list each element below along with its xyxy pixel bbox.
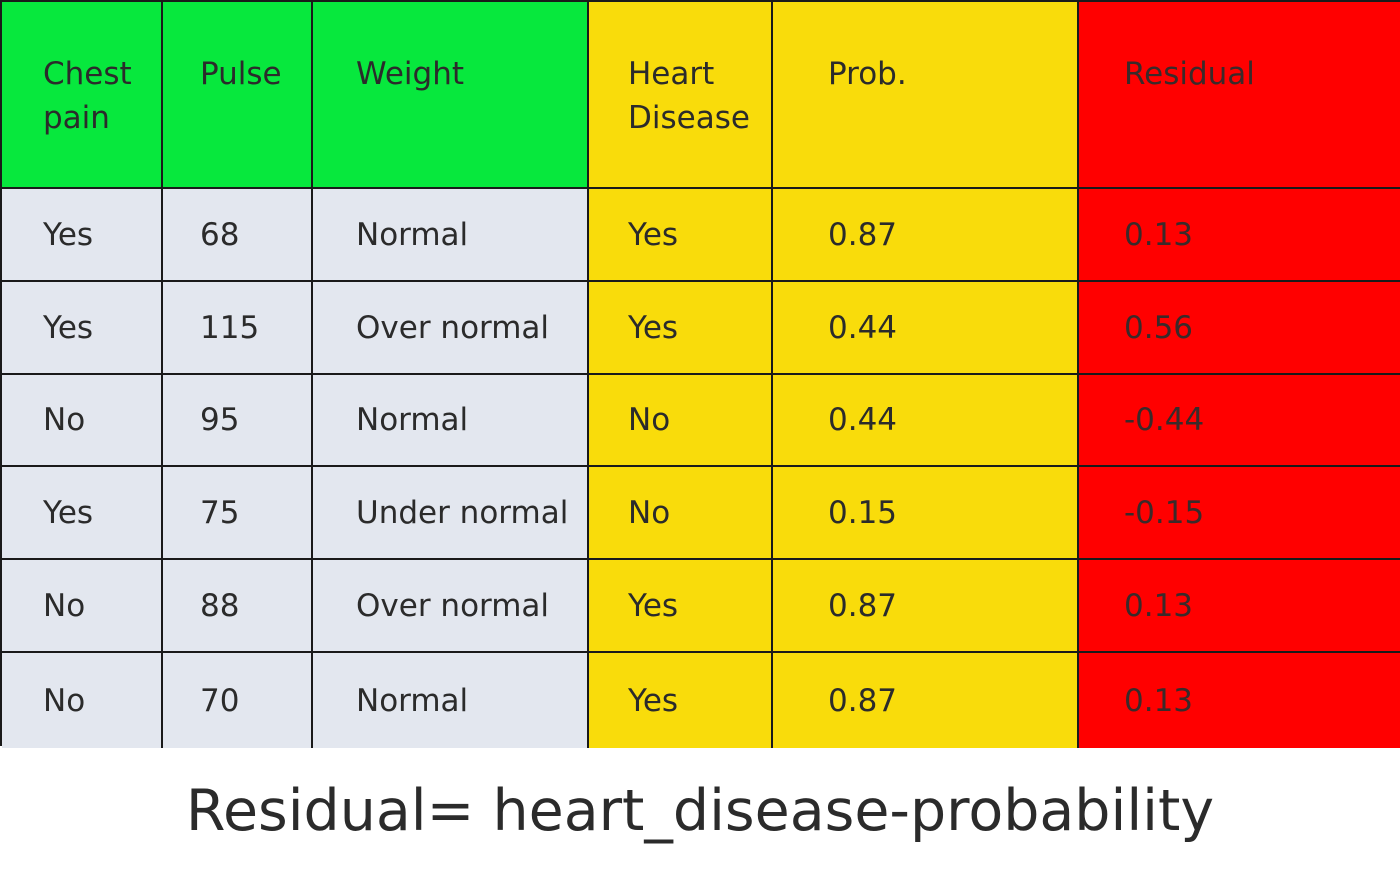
cell-weight: Under normal xyxy=(313,467,589,560)
cell-prob: 0.44 xyxy=(773,375,1079,467)
header-prob: Prob. xyxy=(773,2,1079,189)
cell-weight: Over normal xyxy=(313,560,589,653)
header-residual: Residual xyxy=(1079,2,1400,189)
header-weight: Weight xyxy=(313,2,589,189)
header-text: Disease xyxy=(628,100,750,136)
cell-prob: 0.44 xyxy=(773,282,1079,375)
cell-chest-pain: No xyxy=(2,653,163,748)
cell-weight: Normal xyxy=(313,653,589,748)
header-text: Chest xyxy=(43,56,132,92)
cell-heart-disease: Yes xyxy=(589,282,773,375)
cell-heart-disease: Yes xyxy=(589,189,773,282)
cell-prob: 0.87 xyxy=(773,653,1079,748)
cell-prob: 0.87 xyxy=(773,560,1079,653)
cell-residual: 0.13 xyxy=(1079,560,1400,653)
header-chest-pain: Chest pain xyxy=(2,2,163,189)
header-text: Weight xyxy=(356,56,465,92)
cell-weight: Normal xyxy=(313,189,589,282)
cell-chest-pain: Yes xyxy=(2,467,163,560)
cell-heart-disease: Yes xyxy=(589,560,773,653)
header-heart-disease: Heart Disease xyxy=(589,2,773,189)
cell-residual: 0.13 xyxy=(1079,189,1400,282)
cell-weight: Over normal xyxy=(313,282,589,375)
cell-prob: 0.15 xyxy=(773,467,1079,560)
header-text: Pulse xyxy=(200,56,282,92)
cell-residual: -0.15 xyxy=(1079,467,1400,560)
cell-chest-pain: Yes xyxy=(2,189,163,282)
cell-chest-pain: Yes xyxy=(2,282,163,375)
header-text: Prob. xyxy=(828,56,907,92)
cell-heart-disease: Yes xyxy=(589,653,773,748)
cell-residual: -0.44 xyxy=(1079,375,1400,467)
cell-residual: 0.56 xyxy=(1079,282,1400,375)
cell-pulse: 70 xyxy=(163,653,313,748)
cell-chest-pain: No xyxy=(2,560,163,653)
cell-weight: Normal xyxy=(313,375,589,467)
residual-table: Chest pain Pulse Weight Heart Disease Prob… xyxy=(0,0,1400,748)
header-text: Heart xyxy=(628,56,715,92)
cell-pulse: 75 xyxy=(163,467,313,560)
cell-residual: 0.13 xyxy=(1079,653,1400,748)
cell-pulse: 68 xyxy=(163,189,313,282)
cell-chest-pain: No xyxy=(2,375,163,467)
cell-pulse: 115 xyxy=(163,282,313,375)
header-pulse: Pulse xyxy=(163,2,313,189)
cell-heart-disease: No xyxy=(589,467,773,560)
residual-formula: Residual= heart_disease-probability xyxy=(185,778,1215,844)
header-text: Residual xyxy=(1124,56,1255,92)
header-text: pain xyxy=(43,100,110,136)
cell-heart-disease: No xyxy=(589,375,773,467)
cell-pulse: 95 xyxy=(163,375,313,467)
cell-prob: 0.87 xyxy=(773,189,1079,282)
cell-pulse: 88 xyxy=(163,560,313,653)
